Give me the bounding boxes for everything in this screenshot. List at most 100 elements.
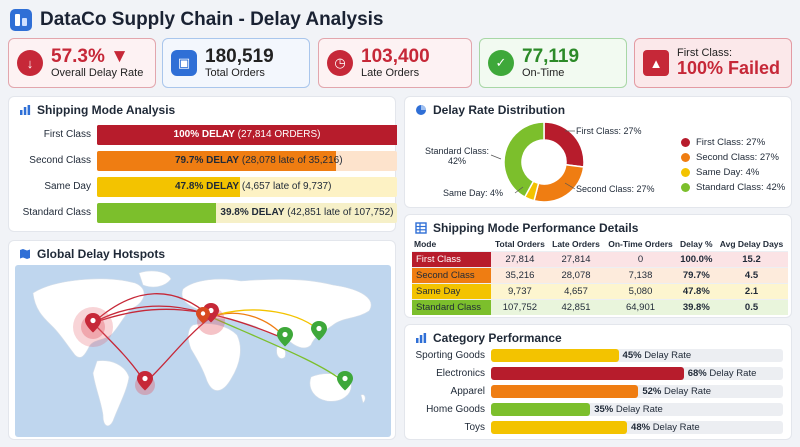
kpi-first-class-failed[interactable]: ▲ First Class: 100% Failed: [634, 38, 792, 88]
panel-title: Shipping Mode Performance Details: [415, 221, 638, 235]
table-header[interactable]: Mode: [414, 238, 437, 249]
table-cell: 9,737: [491, 282, 549, 299]
category-row[interactable]: Toys 48% Delay Rate: [405, 421, 793, 435]
map-title: Global Delay Hotspots: [37, 247, 166, 261]
kpi-value: 77,119: [522, 45, 580, 67]
legend-label: Same Day: 4%: [696, 167, 760, 178]
category-track: 48% Delay Rate: [491, 421, 783, 434]
donut-chart[interactable]: [499, 117, 589, 207]
kpi-value: 103,400: [361, 45, 430, 67]
shipping-row[interactable]: Standard Class 39.8% DELAY (42,851 late o…: [9, 203, 397, 223]
table-cell: 107,752: [491, 298, 549, 315]
kpi-late-orders[interactable]: ◷ 103,400 Late Orders: [318, 38, 472, 88]
table-row[interactable]: Standard Class 107,752 42,851 64,901 39.8% 0.…: [412, 298, 788, 315]
legend-item[interactable]: First Class: 27%: [681, 135, 785, 150]
table-cell: 100.0%: [677, 250, 716, 267]
bar-chart-icon: [416, 333, 427, 343]
legend-item[interactable]: Same Day: 4%: [681, 165, 785, 180]
callout-same-day: Same Day: 4%: [443, 188, 504, 198]
category-row[interactable]: Apparel 52% Delay Rate: [405, 385, 793, 399]
category-title: Category Performance: [433, 331, 562, 345]
world-map[interactable]: [15, 265, 391, 437]
kpi-on-time[interactable]: ✓ 77,119 On-Time: [479, 38, 627, 88]
table-cell-mode: Same Day: [412, 282, 492, 299]
table-row[interactable]: Same Day 9,737 4,657 5,080 47.8% 2.1: [412, 282, 788, 299]
table-header[interactable]: Avg Delay Days: [719, 238, 784, 249]
shipping-bar-label: 100% DELAY (27,814 ORDERS): [97, 129, 397, 140]
shipping-row[interactable]: Same Day 47.8% DELAY (4,657 late of 9,737…: [9, 177, 397, 197]
shipping-pct: 39.8% DELAY: [220, 207, 285, 218]
legend-swatch: [681, 168, 690, 177]
shipping-title: Shipping Mode Analysis: [37, 103, 176, 117]
table-cell: 15.2: [715, 250, 788, 267]
world-map-graphic: [32, 270, 372, 427]
table-row[interactable]: First Class 27,814 27,814 0 100.0% 15.2: [412, 250, 788, 267]
category-pct: 52%: [642, 386, 662, 397]
legend-item[interactable]: Standard Class: 42%: [681, 180, 785, 195]
legend-label: Standard Class: 42%: [696, 182, 786, 193]
shipping-track: 100% DELAY (27,814 ORDERS): [97, 125, 397, 145]
performance-table: Mode Total Orders Late Orders On-Time Order…: [412, 237, 788, 315]
category-bar-label: 52% Delay Rate: [642, 386, 711, 397]
table-cell: 64,901: [603, 298, 678, 315]
legend-item[interactable]: Second Class: 27%: [681, 150, 785, 165]
header: DataCo Supply Chain - Delay Analysis: [10, 6, 384, 34]
category-row[interactable]: Sporting Goods 45% Delay Rate: [405, 349, 793, 363]
panel-title: Shipping Mode Analysis: [19, 103, 175, 117]
legend-label: First Class: 27%: [696, 137, 766, 148]
shipping-row[interactable]: Second Class 79.7% DELAY (28,078 late of …: [9, 151, 397, 171]
table-header[interactable]: Delay %: [680, 238, 713, 249]
shipping-track: 47.8% DELAY (4,657 late of 9,737): [97, 177, 397, 197]
shipping-track: 39.8% DELAY (42,851 late of 107,752): [97, 203, 397, 223]
category-row[interactable]: Electronics 68% Delay Rate: [405, 367, 793, 381]
table-header[interactable]: Total Orders: [494, 238, 545, 249]
category-track: 52% Delay Rate: [491, 385, 783, 398]
category-suffix: Delay Rate: [615, 404, 663, 415]
legend-label: Second Class: 27%: [696, 152, 779, 163]
kpi-value: 57.3% ▼: [51, 45, 129, 67]
shipping-bar-label: 39.8% DELAY (42,851 late of 107,752): [220, 207, 393, 218]
category-bar: [491, 385, 639, 398]
table-cell: 47.8%: [677, 282, 716, 299]
shipping-bar: [97, 177, 241, 197]
panel-title: Global Delay Hotspots: [19, 247, 165, 261]
table-cell: 42,851: [548, 298, 604, 315]
category-pct: 35%: [594, 404, 614, 415]
kpi-delay-rate[interactable]: ↓ 57.3% ▼ Overall Delay Rate: [8, 38, 156, 88]
table-header[interactable]: Late Orders: [552, 238, 600, 249]
table-cell: 2.1: [715, 282, 788, 299]
shipping-bar: [97, 203, 217, 223]
performance-title: Shipping Mode Performance Details: [433, 221, 639, 235]
category-pct: 68%: [687, 368, 707, 379]
table-header[interactable]: On-Time Orders: [608, 238, 673, 249]
callout-second-class: Second Class: 27%: [576, 184, 655, 194]
shipping-detail: (4,657 late of 9,737): [241, 181, 332, 192]
shipping-bar: [97, 151, 337, 171]
panel-title: Category Performance: [415, 331, 562, 345]
shipping-mode-name: Standard Class: [22, 207, 91, 218]
category-pct: 48%: [631, 422, 651, 433]
category-suffix: Delay Rate: [644, 350, 692, 361]
bar-chart-icon: [20, 105, 31, 115]
map-icon: [20, 249, 30, 259]
table-cell: 28,078: [548, 266, 604, 283]
shipping-mode-name: Same Day: [44, 181, 91, 192]
donut-slice[interactable]: [503, 121, 545, 199]
kpi-label: Total Orders: [205, 67, 265, 80]
kpi-label: First Class:: [677, 47, 732, 60]
table-cell-mode: First Class: [412, 250, 492, 267]
category-name: Home Goods: [426, 404, 485, 415]
table-cell: 7,138: [603, 266, 678, 283]
category-row[interactable]: Home Goods 35% Delay Rate: [405, 403, 793, 417]
shipping-row[interactable]: First Class 100% DELAY (27,814 ORDERS): [9, 125, 397, 145]
dashboard-logo-icon: [10, 9, 32, 31]
table-row[interactable]: Second Class 35,216 28,078 7,138 79.7% 4.5: [412, 266, 788, 283]
alarm-icon: ▲: [643, 50, 669, 76]
category-suffix: Delay Rate: [664, 386, 712, 397]
kpi-total-orders[interactable]: ▣ 180,519 Total Orders: [162, 38, 310, 88]
table-cell: 27,814: [548, 250, 604, 267]
performance-details-panel: Shipping Mode Performance Details Mode To…: [404, 214, 792, 318]
table-cell-mode: Second Class: [412, 266, 492, 283]
category-name: Sporting Goods: [415, 350, 486, 361]
kpi-value: 180,519: [205, 45, 274, 67]
